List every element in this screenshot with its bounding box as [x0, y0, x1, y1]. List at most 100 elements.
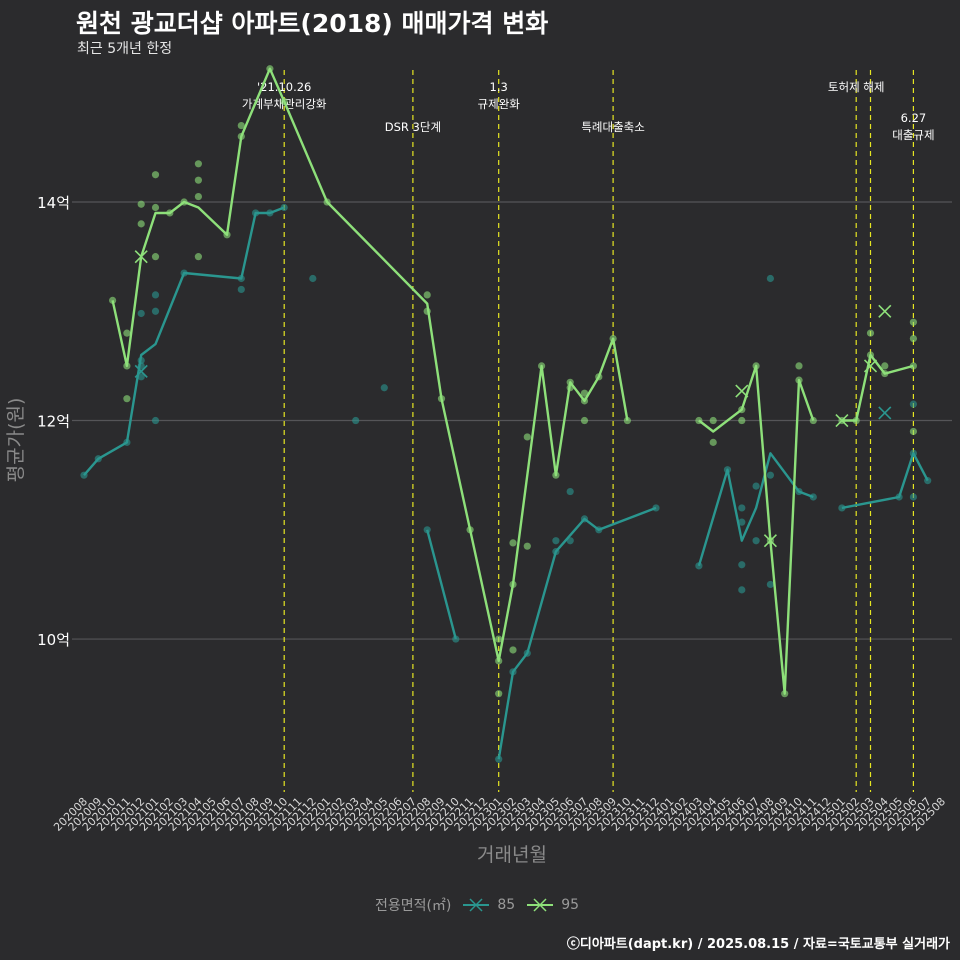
legend-item-85: 85 [463, 897, 515, 913]
legend-key-85 [463, 898, 490, 912]
cross-marker-95 [863, 359, 878, 373]
data-point-95 [509, 539, 517, 547]
data-point-85 [738, 504, 746, 512]
source-caption: ⓒ디아파트(dapt.kr) / 2025.08.15 / 자료=국토교통부 실… [566, 937, 950, 952]
data-point-85 [309, 274, 317, 283]
data-point-85 [766, 580, 775, 589]
x-axis-ticks: 2020082020092020102020112020122021012021… [51, 795, 948, 834]
cross-stroke [134, 250, 148, 264]
cross-stroke [878, 304, 892, 318]
data-point-95 [194, 160, 202, 168]
data-point-85 [766, 274, 775, 283]
data-point-95 [137, 220, 145, 228]
price-chart: '21.10.26가계부채관리강화DSR 3단계1.3규제완화특례대출축소토허제… [5, 65, 952, 866]
data-point-95 [495, 635, 503, 643]
cross-stroke [134, 364, 148, 378]
data-point-95 [909, 334, 918, 343]
cross-stroke [763, 534, 777, 548]
series-line-85 [426, 529, 457, 640]
legend-item-95: 95 [527, 897, 579, 913]
legend-label-95: 95 [561, 897, 580, 913]
data-point-85 [552, 537, 560, 545]
data-point-95 [738, 416, 746, 425]
data-point-95 [123, 395, 131, 403]
data-point-85 [151, 307, 160, 315]
data-point-95 [795, 362, 803, 370]
data-point-85 [752, 537, 760, 545]
data-point-85 [151, 416, 160, 425]
cross-stroke [735, 384, 749, 398]
data-point-85 [137, 309, 145, 318]
cross-marker-95 [878, 304, 892, 318]
data-point-95 [194, 253, 202, 261]
legend-key-95 [527, 898, 554, 912]
series-line-95 [698, 364, 815, 695]
cross-marker-85 [134, 364, 148, 378]
data-point-85 [838, 504, 846, 512]
data-point-95 [237, 121, 245, 130]
page-subtitle: 최근 5개년 한정 [77, 41, 173, 57]
policy-annotation: 규제완화 [478, 97, 521, 111]
cross-markers [134, 250, 892, 548]
y-tick-label: 14억 [37, 194, 70, 212]
y-axis-ticks: 10억 12억 14억 [37, 194, 70, 649]
data-point-85 [352, 416, 360, 425]
data-point-95 [495, 690, 503, 698]
data-point-95 [580, 416, 589, 425]
y-axis-label: 평균가(원) [5, 398, 27, 483]
data-point-85 [909, 400, 918, 408]
grid-layer [72, 201, 952, 640]
data-point-85 [423, 526, 431, 534]
data-point-95 [523, 433, 531, 441]
data-point-95 [123, 329, 131, 337]
data-point-85 [380, 384, 388, 392]
policy-annotation: 특례대출축소 [581, 120, 644, 134]
data-point-95 [151, 203, 160, 212]
data-point-95 [623, 416, 632, 425]
data-point-95 [881, 362, 889, 370]
data-point-95 [866, 329, 875, 337]
y-tick-label: 10억 [37, 631, 70, 649]
policy-annotation: DSR 3단계 [385, 120, 441, 134]
series-line-95 [841, 353, 914, 422]
cross-marker-95 [735, 384, 749, 398]
data-point-85 [237, 285, 245, 294]
data-point-95 [194, 192, 202, 201]
cross-marker-95 [835, 413, 849, 428]
data-point-85 [738, 586, 746, 594]
data-point-85 [137, 373, 145, 381]
data-point-95 [194, 176, 202, 184]
data-point-85 [151, 291, 160, 299]
series-lines [83, 67, 929, 760]
series-line-85 [841, 452, 929, 510]
data-point-85 [452, 635, 460, 643]
data-point-85 [766, 471, 775, 479]
policy-annotations: '21.10.26가계부채관리강화DSR 3단계1.3규제완화특례대출축소토허제… [242, 80, 935, 142]
page-title: 원천 광교더샵 아파트(2018) 매매가격 변화 [76, 9, 549, 38]
series-line-85 [697, 452, 814, 567]
data-point-95 [709, 416, 717, 425]
data-point-95 [137, 200, 145, 208]
data-point-95 [909, 427, 918, 436]
data-point-95 [580, 389, 589, 397]
legend-title: 전용면적(㎡) [374, 898, 452, 914]
data-point-85 [909, 493, 918, 501]
data-point-95 [909, 318, 918, 326]
x-axis-label: 거래년월 [477, 844, 547, 866]
cross-stroke [863, 359, 878, 373]
data-point-85 [695, 562, 703, 570]
data-point-95 [109, 296, 117, 304]
data-point-85 [566, 487, 574, 496]
series-line-85 [497, 506, 657, 760]
policy-annotation: '21.10.26 [257, 80, 311, 94]
cross-marker-85 [878, 406, 892, 420]
policy-annotation: 1.3 [490, 80, 508, 94]
cross-marker-95 [134, 250, 148, 264]
data-point-95 [151, 171, 160, 179]
series-line-85 [83, 206, 285, 476]
policy-annotation: 토허제 해제 [828, 80, 885, 94]
data-point-95 [709, 438, 717, 446]
data-point-85 [495, 755, 503, 763]
legend: 전용면적(㎡) 85 95 [0, 895, 960, 915]
cross-stroke [878, 406, 892, 420]
